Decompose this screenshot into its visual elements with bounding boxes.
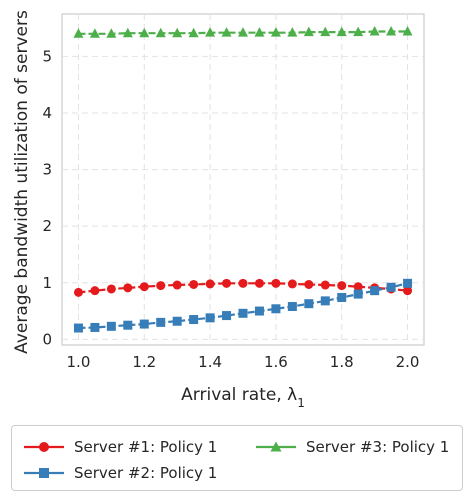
- series-1-point-17: [353, 282, 363, 292]
- series-3-point-15: [320, 26, 331, 37]
- grid: [62, 14, 424, 345]
- legend-label-series-3: Server #3: Policy 1: [306, 438, 450, 456]
- series-3-point-9: [221, 27, 232, 37]
- series-3-point-16: [336, 26, 347, 37]
- series-3-point-12: [270, 27, 281, 37]
- series-1-point-15: [320, 280, 330, 290]
- series-3-point-1: [89, 28, 100, 38]
- series-2-point-12: [271, 304, 281, 314]
- legend-swatch-series-2: [24, 468, 64, 478]
- legend-item-series-3: Server #3: Policy 1: [254, 437, 449, 457]
- series-3-point-3: [122, 27, 133, 38]
- series-2-point-2: [106, 321, 116, 331]
- y-tick-label-1: 1: [42, 274, 52, 292]
- series-3-point-7: [188, 27, 199, 38]
- series-1-point-2: [106, 284, 116, 294]
- series-3-point-2: [106, 28, 117, 38]
- series-1-point-11: [254, 278, 264, 288]
- series-2-point-1: [90, 322, 100, 332]
- legend-swatch-series-1: [24, 442, 64, 452]
- series-3-point-10: [238, 27, 248, 37]
- series-1-point-5: [156, 281, 166, 291]
- y-tick-label-4: 4: [42, 104, 52, 122]
- chart: 0 1 2 3 4 5 1.0 1.2 1.4 1.6 1.8 2.0 Arrival rate, …: [12, 10, 425, 410]
- x-tick-label-2: 1.4: [198, 353, 222, 371]
- series-2-point-17: [353, 289, 363, 299]
- y-axis-label: Average bandwidth utilization of servers: [12, 10, 32, 354]
- series-2-point-18: [370, 286, 380, 296]
- series-2-point-4: [139, 319, 149, 329]
- series-2-point-10: [238, 308, 248, 318]
- series-1-point-6: [172, 280, 182, 290]
- series-2-point-7: [189, 315, 199, 325]
- series-2-point-3: [123, 320, 133, 330]
- x-tick-label-1: 1.2: [132, 353, 156, 371]
- legend-item-series-2: Server #2: Policy 1: [22, 463, 217, 483]
- series-2-point-14: [304, 299, 314, 309]
- series-2-point-11: [254, 306, 264, 316]
- series-3-point-4: [139, 27, 150, 38]
- x-tick-label-0: 1.0: [67, 353, 91, 371]
- legend-label-series-2: Server #2: Policy 1: [74, 464, 218, 482]
- series-1-point-7: [189, 279, 199, 289]
- series-1-point-16: [337, 281, 347, 291]
- x-axis-label: Arrival rate, λ1: [181, 385, 305, 410]
- legend-label-series-1: Server #1: Policy 1: [74, 438, 218, 456]
- series-1-point-3: [123, 283, 133, 293]
- series-2-point-9: [222, 311, 232, 321]
- y-tick-label-0: 0: [42, 330, 52, 348]
- series-3-point-8: [205, 27, 216, 37]
- y-tick-label-5: 5: [42, 47, 52, 65]
- legend-swatch-series-3: [256, 441, 296, 452]
- plot-area: [61, 13, 425, 346]
- series-3-point-14: [303, 26, 314, 37]
- y-tick-label-2: 2: [42, 217, 52, 235]
- series-2-point-5: [156, 317, 166, 327]
- x-tick-label-3: 1.6: [264, 353, 288, 371]
- series-1-point-9: [222, 278, 232, 288]
- series-3-point-20: [402, 26, 413, 36]
- y-tick-labels: 0 1 2 3 4 5: [42, 47, 52, 348]
- series-1-point-12: [271, 278, 281, 288]
- series-1-point-13: [287, 279, 297, 289]
- series-2-point-16: [337, 292, 347, 302]
- series-2-point-8: [205, 313, 215, 323]
- series-2: [73, 278, 413, 333]
- series-3-point-13: [287, 27, 298, 37]
- series-group: [73, 26, 413, 333]
- x-tick-label-4: 1.8: [330, 353, 354, 371]
- series-2-point-6: [172, 316, 182, 326]
- series-3-point-0: [73, 28, 84, 38]
- series-1-point-20: [403, 286, 413, 296]
- series-1-point-1: [90, 286, 100, 296]
- series-1-point-4: [139, 282, 149, 292]
- series-1-point-0: [73, 287, 83, 297]
- series-2-point-0: [73, 323, 83, 333]
- series-1-point-8: [205, 279, 215, 289]
- series-2-point-13: [287, 302, 297, 312]
- series-3-point-11: [254, 27, 265, 37]
- series-3-point-17: [353, 26, 364, 37]
- series-2-point-15: [320, 296, 330, 306]
- x-tick-labels: 1.0 1.2 1.4 1.6 1.8 2.0: [67, 353, 420, 371]
- legend-item-series-1: Server #1: Policy 1: [22, 437, 217, 457]
- series-3-point-18: [369, 26, 380, 36]
- y-tick-label-3: 3: [42, 161, 52, 179]
- series-2-point-20: [403, 278, 413, 288]
- series-3-point-5: [155, 27, 166, 38]
- series-2-point-19: [386, 282, 396, 292]
- series-3-point-6: [172, 27, 183, 38]
- x-tick-label-5: 2.0: [396, 353, 420, 371]
- series-1-point-10: [238, 278, 248, 288]
- series-3-point-19: [386, 26, 397, 36]
- series-3: [73, 26, 413, 38]
- series-1: [73, 278, 413, 297]
- series-1-point-14: [304, 279, 314, 289]
- legend: Server #1: Policy 1 Server #3: Policy 1 …: [11, 425, 463, 491]
